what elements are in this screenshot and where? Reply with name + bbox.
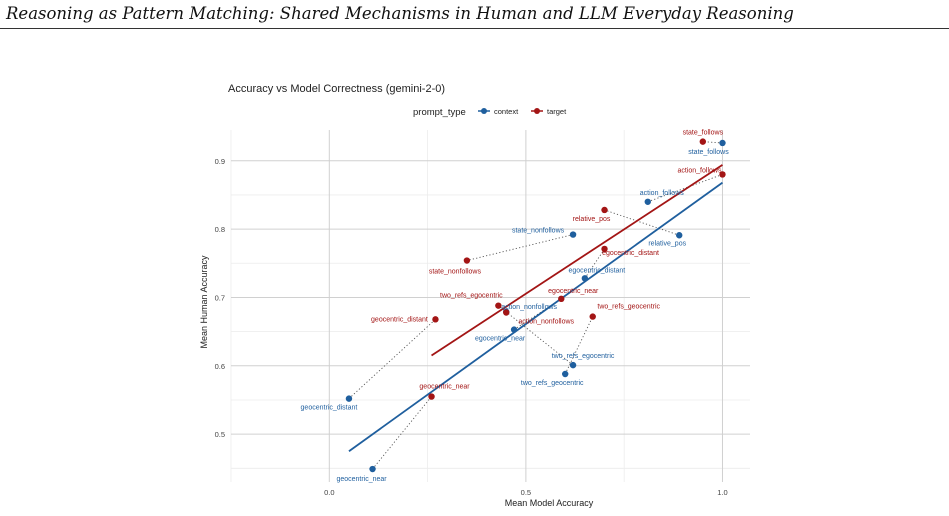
point-label-context-state_nonfollows: state_nonfollows [512, 228, 565, 235]
point-label-context-egocentric_distant: egocentric_distant [568, 267, 625, 274]
point-target-two_refs_egocentric [495, 302, 502, 309]
connector-geocentric_near [372, 396, 432, 470]
point-label-target-relative_pos: relative_pos [573, 216, 611, 223]
point-label-target-two_refs_geocentric: two_refs_geocentric [597, 304, 660, 311]
point-target-two_refs_geocentric [589, 313, 596, 320]
y-tick-label: 0.9 [215, 157, 225, 166]
point-context-two_refs_egocentric [569, 361, 577, 369]
point-context-action_follows [644, 198, 651, 205]
legend-title: prompt_type [413, 107, 466, 118]
point-label-context-two_refs_geocentric: two_refs_geocentric [521, 380, 584, 387]
point-target-egocentric_distant [601, 245, 608, 253]
x-tick-label: 1.0 [717, 488, 727, 497]
point-context-relative_pos [676, 232, 683, 239]
fit-line-target [431, 164, 723, 357]
point-label-context-geocentric_near: geocentric_near [336, 476, 387, 483]
fit-line-context [348, 181, 724, 452]
connector-action_follows [647, 174, 723, 203]
point-target-action_nonfollows [503, 309, 510, 316]
legend-marker-context [481, 108, 487, 114]
point-target-state_nonfollows [463, 257, 471, 264]
y-axis-label: Mean Human Accuracy [199, 255, 209, 349]
x-tick-label: 0.0 [324, 488, 334, 497]
point-label-target-geocentric_distant: geocentric_distant [371, 316, 428, 323]
point-context-egocentric_distant [581, 275, 589, 282]
legend-label-context: context [494, 107, 519, 116]
point-context-geocentric_near [369, 465, 376, 473]
connector-egocentric_near [513, 298, 562, 330]
point-context-egocentric_near [510, 326, 518, 333]
point-label-context-state_follows: state_follows [688, 149, 729, 156]
point-target-state_follows [699, 138, 707, 145]
point-label-context-action_follows: action_follows [640, 190, 684, 197]
chart-title: Accuracy vs Model Correctness (gemini-2-… [228, 83, 445, 95]
point-context-geocentric_distant [345, 395, 353, 402]
data-points [345, 138, 726, 473]
x-axis-label: Mean Model Accuracy [505, 498, 594, 508]
point-target-geocentric_near [428, 393, 435, 400]
point-label-target-action_follows: action_follows [677, 167, 721, 174]
grid [230, 130, 750, 482]
y-tick-label: 0.8 [215, 225, 225, 234]
point-label-target-geocentric_near: geocentric_near [419, 384, 470, 391]
header-rule [0, 28, 949, 29]
running-header: Reasoning as Pattern Matching: Shared Me… [6, 4, 794, 23]
legend-label-target: target [547, 107, 567, 116]
point-label-target-state_follows: state_follows [683, 130, 724, 137]
point-label-context-geocentric_distant: geocentric_distant [301, 405, 358, 412]
point-context-state_nonfollows [569, 231, 577, 238]
fit-lines [348, 164, 724, 452]
point-label-target-egocentric_distant: egocentric_distant [602, 250, 659, 257]
point-label-target-state_nonfollows: state_nonfollows [429, 269, 482, 276]
connector-relative_pos [604, 209, 680, 236]
legend: prompt_type context target [413, 107, 567, 118]
point-label-context-action_nonfollows: action_nonfollows [501, 304, 557, 311]
y-tick-label: 0.7 [215, 293, 225, 302]
axis-ticks: 0.0 0.5 1.0 0.5 0.6 0.7 0.8 0.9 [215, 157, 728, 497]
x-tick-label: 0.5 [521, 488, 531, 497]
point-labels: state_followsrelative_posaction_followss… [301, 130, 730, 483]
point-target-geocentric_distant [432, 316, 439, 323]
connector-egocentric_distant [584, 248, 605, 279]
point-label-context-egocentric_near: egocentric_near [475, 336, 526, 343]
point-target-egocentric_near [558, 295, 565, 303]
y-tick-label: 0.6 [215, 362, 225, 371]
point-label-context-relative_pos: relative_pos [648, 240, 686, 247]
point-label-target-egocentric_near: egocentric_near [548, 288, 599, 295]
point-label-target-two_refs_egocentric: two_refs_egocentric [440, 293, 503, 300]
point-target-action_follows [719, 171, 726, 178]
point-label-context-two_refs_egocentric: two_refs_egocentric [552, 353, 615, 360]
connector-two_refs_egocentric [498, 305, 574, 366]
y-tick-label: 0.5 [215, 430, 225, 439]
point-target-relative_pos [601, 206, 608, 214]
connector-two_refs_geocentric [564, 316, 594, 375]
point-context-state_follows [719, 139, 726, 147]
legend-marker-target [534, 108, 540, 114]
point-context-two_refs_geocentric [562, 370, 569, 378]
point-label-target-action_nonfollows: action_nonfollows [518, 318, 574, 325]
connector-geocentric_distant [348, 318, 436, 399]
connector-state_nonfollows [466, 234, 574, 261]
